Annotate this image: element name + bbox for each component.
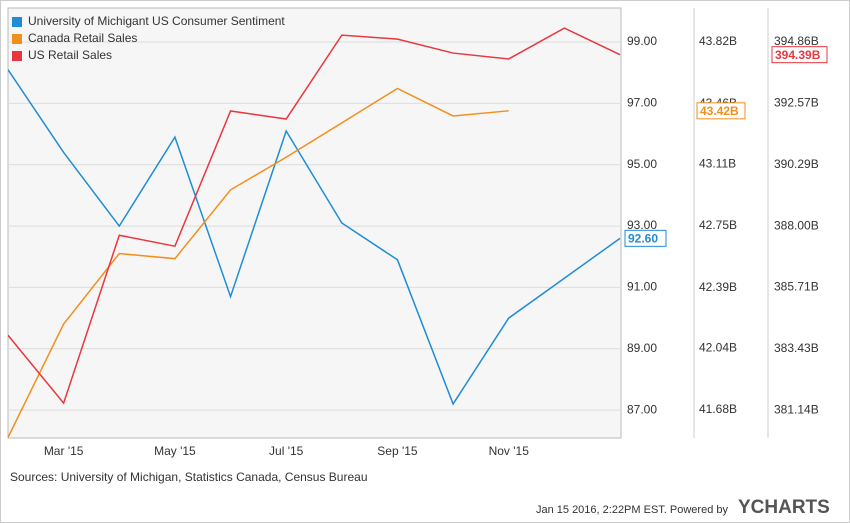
end-label: 92.60 [628, 232, 658, 246]
legend-swatch [12, 34, 22, 44]
series-line [8, 27, 621, 405]
x-tick-label: Mar '15 [44, 444, 84, 458]
y-tick-label: 383.43B [774, 341, 819, 355]
x-tick-label: May '15 [154, 444, 196, 458]
y-tick-label: 91.00 [627, 280, 657, 294]
y-tick-label: 42.75B [699, 218, 737, 232]
end-label-box [771, 46, 828, 64]
end-label: 394.39B [775, 48, 821, 62]
y-tick-label: 43.11B [699, 156, 736, 170]
plot-area [7, 7, 622, 439]
y-tick-label: 394.86B [774, 34, 819, 48]
y-tick-label: 41.68B [699, 402, 737, 416]
end-label-box [696, 102, 746, 120]
legend-label: US Retail Sales [28, 48, 112, 62]
end-label-box [624, 229, 667, 247]
x-tick-label: Jul '15 [269, 444, 304, 458]
y-tick-label: 93.00 [627, 218, 657, 232]
legend-label: University of Michigant US Consumer Sent… [28, 14, 285, 28]
series-line [8, 69, 621, 406]
legend-swatch [12, 17, 22, 27]
y-tick-label: 390.29B [774, 157, 819, 171]
plot-lines [8, 27, 621, 438]
y-tick-label: 381.14B [774, 402, 819, 416]
y-tick-label: 97.00 [627, 96, 657, 110]
y-tick-label: 385.71B [774, 280, 819, 294]
y-tick-label: 43.82B [699, 34, 737, 48]
x-tick-label: Nov '15 [489, 444, 530, 458]
brand: YCHARTS [738, 497, 830, 518]
y-tick-label: 89.00 [627, 341, 657, 355]
end-label: 43.42B [700, 104, 739, 118]
y-tick-label: 99.00 [627, 34, 657, 48]
y-tick-label: 388.00B [774, 218, 819, 232]
y-tick-label: 95.00 [627, 157, 657, 171]
footer: Jan 15 2016, 2:22PM EST. Powered by [536, 504, 729, 516]
series-line [8, 87, 509, 438]
legend-swatch [12, 51, 22, 61]
y-tick-label: 42.39B [699, 280, 737, 294]
legend-label: Canada Retail Sales [28, 31, 137, 45]
y-tick-label: 42.04B [699, 340, 737, 354]
source: Sources: University of Michigan, Statist… [10, 470, 368, 484]
y-tick-label: 87.00 [627, 402, 657, 416]
x-tick-label: Sep '15 [377, 444, 418, 458]
y-tick-label: 392.57B [774, 96, 819, 110]
